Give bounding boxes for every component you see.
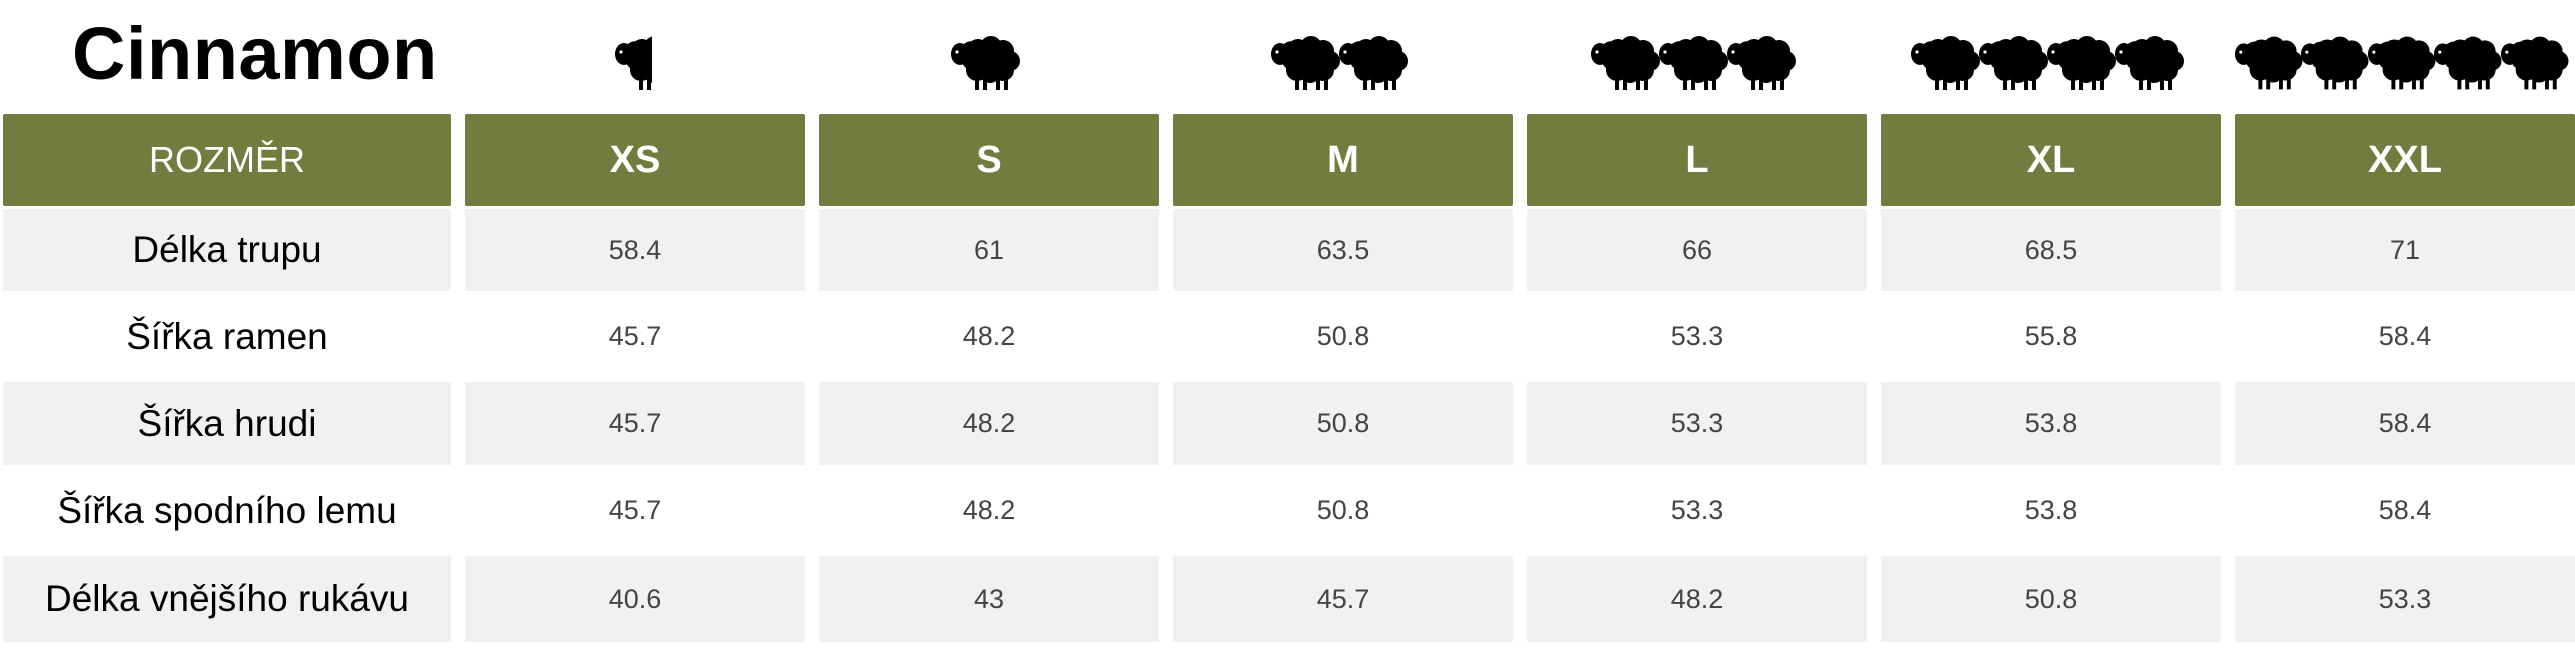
sheep-icon (2367, 36, 2436, 90)
sheep-icon (2434, 36, 2502, 90)
table-cell: 58.4 (2235, 382, 2575, 465)
sheep-icon (1339, 36, 1408, 90)
table-cell: 48.2 (1527, 556, 1867, 642)
table-cell: 58.4 (2378, 321, 2432, 351)
table-cell: 48.2 (962, 321, 1016, 351)
sheep-group-xs (462, 10, 802, 110)
sheep-group-xl (1878, 10, 2218, 110)
sheep-icon (2500, 36, 2569, 90)
table-cell: 53.8 (1881, 382, 2221, 465)
sheep-icon (951, 36, 1020, 90)
sheep-group-xxl (2232, 10, 2572, 110)
table-cell: 48.2 (819, 382, 1159, 465)
row-label: Šířka spodního lemu (57, 489, 397, 531)
sheep-icon (2047, 36, 2116, 90)
sheep-icon (2301, 36, 2369, 90)
table-cell: 50.8 (1316, 321, 1370, 351)
row-label: Šířka ramen (126, 315, 328, 357)
header-size-xl: XL (1881, 114, 2221, 206)
table-cell: 45.7 (608, 321, 662, 351)
header-size-xs: XS (465, 114, 805, 206)
sheep-icon (1591, 36, 1660, 90)
row-label: Délka vnějšího rukávu (3, 556, 451, 642)
table-cell: 45.7 (608, 495, 662, 525)
table-cell: 53.3 (1527, 382, 1867, 465)
table-cell: 55.8 (2024, 321, 2078, 351)
table-cell: 58.4 (465, 209, 805, 291)
header-size-l: L (1527, 114, 1867, 206)
sheep-icon (615, 36, 652, 90)
table-cell: 58.4 (2378, 495, 2432, 525)
header-size-m: M (1173, 114, 1513, 206)
table-cell: 53.3 (1670, 495, 1724, 525)
sheep-icon (1271, 36, 1340, 90)
sheep-icon (1911, 36, 1980, 90)
row-label: Délka trupu (3, 209, 451, 291)
sheep-icon (1979, 36, 2048, 90)
sheep-icon (1727, 36, 1796, 90)
sheep-icon (1659, 36, 1728, 90)
table-cell: 48.2 (962, 495, 1016, 525)
header-size-xxl: XXL (2235, 114, 2575, 206)
table-cell: 40.6 (465, 556, 805, 642)
table-cell: 66 (1527, 209, 1867, 291)
sheep-group-m (1170, 10, 1510, 110)
table-cell: 45.7 (1173, 556, 1513, 642)
table-cell: 50.8 (1316, 495, 1370, 525)
header-label: ROZMĚR (3, 114, 451, 206)
size-table: ROZMĚR XS S M L XL XXL Délka trupu 58.4 … (3, 114, 2575, 642)
sheep-icon (2115, 36, 2184, 90)
table-cell: 50.8 (1881, 556, 2221, 642)
table-cell: 53.3 (2235, 556, 2575, 642)
header-size-s: S (819, 114, 1159, 206)
sheep-icon (2234, 36, 2303, 90)
table-cell: 71 (2235, 209, 2575, 291)
page-title: Cinnamon (72, 12, 438, 95)
table-cell: 53.8 (2024, 495, 2078, 525)
table-cell: 68.5 (1881, 209, 2221, 291)
table-cell: 45.7 (465, 382, 805, 465)
sheep-group-l (1524, 10, 1864, 110)
sheep-group-s (816, 10, 1156, 110)
table-cell: 61 (819, 209, 1159, 291)
table-cell: 53.3 (1670, 321, 1724, 351)
table-cell: 63.5 (1173, 209, 1513, 291)
table-cell: 50.8 (1173, 382, 1513, 465)
row-label: Šířka hrudi (3, 382, 451, 465)
table-cell: 43 (819, 556, 1159, 642)
